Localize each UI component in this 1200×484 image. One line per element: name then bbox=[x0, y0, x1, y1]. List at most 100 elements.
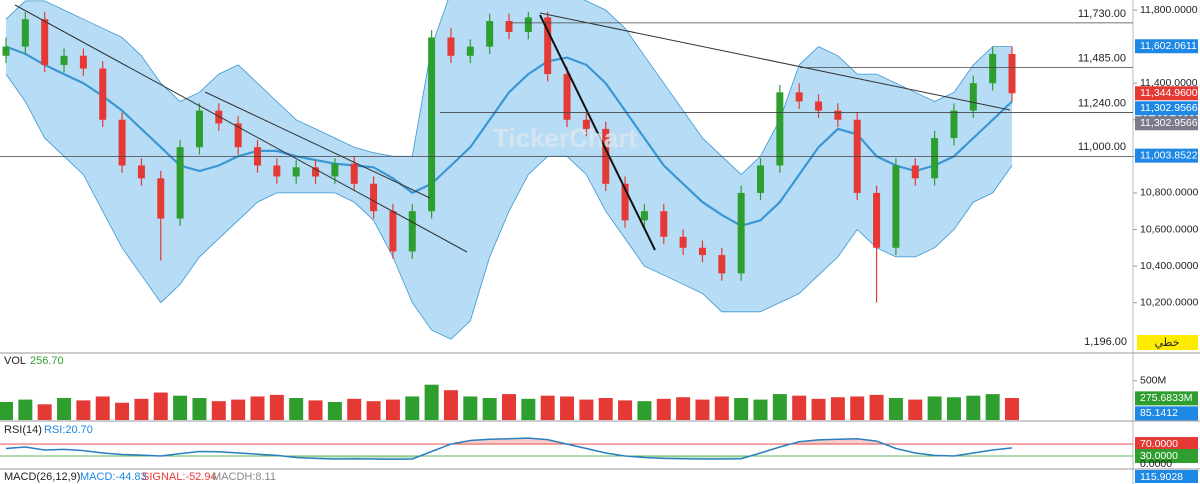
volume-bar bbox=[830, 397, 845, 420]
candle-body bbox=[60, 55, 68, 65]
macd-signal: SIGNAL:-52.94 bbox=[142, 471, 217, 483]
candle-body bbox=[79, 55, 87, 69]
rsi-badge bbox=[1135, 437, 1198, 452]
candle-body bbox=[447, 37, 455, 56]
volume-bar bbox=[269, 394, 284, 420]
volume-bar bbox=[211, 401, 226, 420]
candle-body bbox=[969, 83, 977, 111]
volume-bar bbox=[618, 400, 633, 420]
price-badge-label: 11,302.9566 bbox=[1140, 102, 1198, 114]
volume-bar bbox=[695, 399, 710, 420]
candle-body bbox=[815, 101, 823, 111]
y-tick-label: 11,800.0000 bbox=[1140, 4, 1198, 16]
trendlines bbox=[14, 4, 1011, 253]
volume-bar bbox=[714, 396, 729, 420]
volume-bar bbox=[347, 398, 362, 420]
price-badge-label: 11,003.8522 bbox=[1140, 149, 1198, 161]
mode-button[interactable] bbox=[1137, 335, 1198, 350]
price-badge bbox=[1135, 39, 1198, 54]
volume-bar bbox=[153, 392, 168, 420]
level-label: 11,730.00 bbox=[1078, 8, 1126, 20]
volume-bar bbox=[792, 395, 807, 420]
mode-button-label[interactable]: خطي bbox=[1155, 337, 1180, 349]
volume-bar bbox=[676, 397, 691, 420]
candle-body bbox=[176, 147, 184, 219]
price-panel bbox=[2, 0, 1016, 340]
price-badge bbox=[1135, 148, 1198, 163]
volume-bar bbox=[463, 396, 478, 420]
candle-body bbox=[234, 123, 242, 148]
volume-bar bbox=[134, 398, 149, 420]
volume-bar bbox=[502, 394, 516, 420]
volume-bar bbox=[57, 398, 72, 420]
candle-body bbox=[350, 163, 358, 184]
y-tick-label: 10,600.0000 bbox=[1140, 223, 1199, 235]
trendline bbox=[539, 12, 1011, 111]
candle-body bbox=[795, 92, 803, 102]
volume-bar bbox=[115, 402, 130, 420]
band-lower bbox=[5, 73, 1013, 340]
volume-bar bbox=[753, 399, 768, 420]
volume-bar bbox=[1005, 398, 1019, 420]
candle-body bbox=[718, 255, 726, 274]
volume-bar bbox=[850, 396, 865, 420]
volume-bar bbox=[521, 398, 536, 420]
volume-bar bbox=[366, 401, 381, 420]
volume-bar bbox=[482, 398, 497, 420]
volume-bar bbox=[76, 400, 91, 420]
trendline bbox=[539, 14, 656, 251]
candle-body bbox=[757, 165, 764, 193]
candle-body bbox=[524, 17, 532, 32]
volume-bar bbox=[0, 401, 13, 420]
volume-bar bbox=[308, 400, 323, 420]
candle-body bbox=[331, 163, 339, 177]
macd-value: MACD:-44.83 bbox=[80, 471, 147, 483]
volume-badge-label: 275.6833M bbox=[1140, 392, 1193, 404]
candle-body bbox=[892, 165, 900, 248]
macd-badge-label: 115.9028 bbox=[1140, 471, 1183, 483]
rsi-zone-fill bbox=[6, 438, 1012, 445]
candle-body bbox=[389, 211, 397, 252]
level-label: 11,240.00 bbox=[1078, 97, 1126, 109]
price-badge-label: 11,302.9566 bbox=[1140, 117, 1198, 129]
bottom-label: 1,196.00 bbox=[1084, 336, 1127, 348]
candle-body bbox=[137, 165, 145, 179]
volume-badge bbox=[1135, 406, 1198, 421]
candle-body bbox=[834, 110, 842, 120]
price-badge-label: 11,602.0611 bbox=[1140, 40, 1197, 52]
volume-bar bbox=[811, 398, 826, 420]
volume-bar bbox=[869, 394, 884, 420]
candle-body bbox=[466, 46, 474, 56]
volume-value: 256.70 bbox=[30, 355, 64, 367]
rsi-badge-label: 30.0000 bbox=[1140, 450, 1178, 462]
volume-bar bbox=[405, 396, 420, 420]
candle-body bbox=[1008, 53, 1016, 94]
price-badge-label: 11,344.9600 bbox=[1140, 87, 1198, 99]
rsi-value: RSI:20.70 bbox=[44, 424, 93, 436]
volume-bar bbox=[637, 401, 652, 420]
y-tick-label: 11,400.0000 bbox=[1140, 77, 1198, 89]
volume-bar bbox=[424, 384, 439, 420]
candle-body bbox=[195, 110, 203, 148]
candle-body bbox=[118, 119, 126, 166]
y-tick-label: 10,400.0000 bbox=[1140, 260, 1199, 272]
volume-bar bbox=[250, 396, 265, 420]
candle-body bbox=[370, 183, 378, 212]
candle-body bbox=[21, 19, 29, 47]
volume-bar bbox=[327, 401, 342, 420]
macd-title: MACD(26,12,9) bbox=[4, 471, 80, 483]
candle-body bbox=[505, 21, 513, 32]
candle-body bbox=[582, 119, 590, 129]
level-label: 11,000.00 bbox=[1078, 141, 1126, 153]
volume-tick-label: 500M bbox=[1140, 375, 1166, 387]
volume-bar bbox=[231, 399, 246, 420]
y-tick-label: 10,800.0000 bbox=[1140, 187, 1199, 199]
candle-body bbox=[292, 167, 300, 177]
volume-bar bbox=[734, 398, 749, 420]
candle-body bbox=[660, 211, 668, 237]
candle-body bbox=[640, 211, 648, 221]
candle-body bbox=[621, 183, 629, 221]
volume-bar bbox=[443, 390, 458, 420]
